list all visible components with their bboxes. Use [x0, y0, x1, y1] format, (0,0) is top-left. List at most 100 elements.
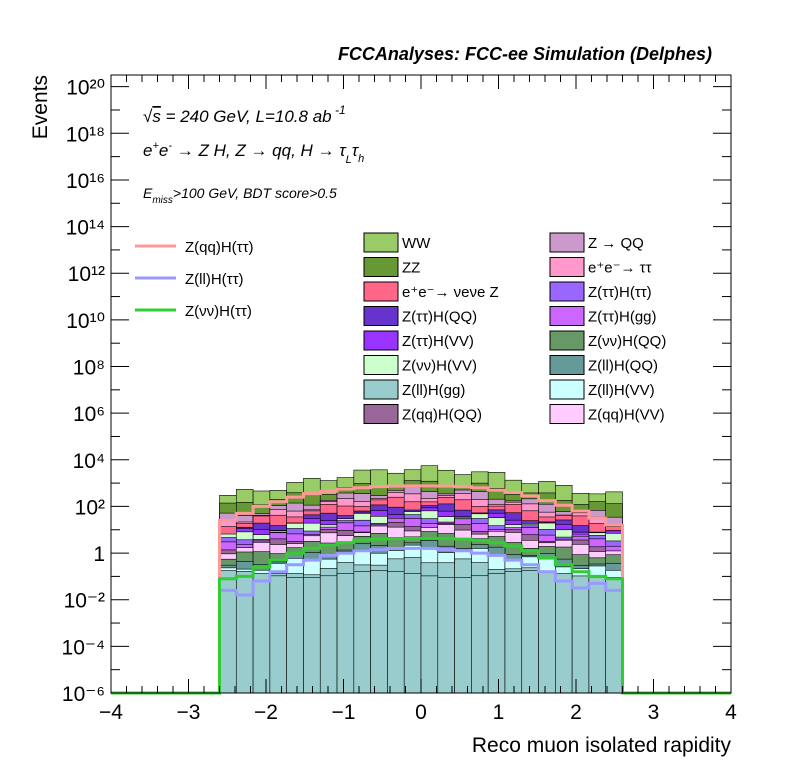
- legend-stack-label: Z(ll)H(QQ): [588, 358, 658, 375]
- y-axis-label: Events: [29, 75, 52, 139]
- signal-line-2: [111, 536, 731, 695]
- stack-floor-bin: [471, 575, 489, 694]
- y-tick-label: 10⁴: [73, 450, 105, 473]
- y-tick-label: 1: [93, 543, 105, 566]
- x-tick-label: 3: [648, 701, 660, 724]
- stack-floor-bin: [571, 575, 590, 694]
- x-tick-label: 4: [725, 701, 737, 724]
- legend-stack-label: Z(qq)H(VV): [588, 407, 665, 424]
- legend-stack-swatch: [549, 257, 585, 277]
- x-axis: −4 −3 −2 −1 0 1 2 3 4: [99, 75, 737, 724]
- annotation-process: e+e- → Z H, Z → qq, H → τLτh: [143, 140, 364, 166]
- x-tick-label: −4: [99, 701, 123, 724]
- signal-line-1: [111, 546, 731, 695]
- y-tick-label: 10¹⁰: [66, 310, 105, 333]
- x-tick-label: −3: [177, 701, 201, 724]
- y-tick-label: 10¹⁸: [66, 123, 105, 146]
- stack-floor-bin: [555, 573, 573, 694]
- stack-floor-bin: [269, 575, 287, 694]
- legend-stack-label: Z(ττ)H(ττ): [588, 284, 652, 301]
- legend-stack-swatch: [549, 330, 585, 351]
- legend-stack-swatch: [363, 379, 399, 400]
- legend-stack-label: Z(ll)H(VV): [588, 382, 655, 399]
- legend-stack-label: Z(ττ)H(VV): [402, 333, 474, 350]
- legend-stack-label: Z → QQ: [588, 235, 644, 252]
- y-tick-label: 10²: [75, 496, 105, 519]
- stack-floor-bin: [605, 576, 623, 694]
- stack-floor-bin: [538, 571, 556, 694]
- stack-floor-bin: [370, 570, 388, 694]
- stack-floor-bin: [286, 577, 304, 694]
- y-tick-label: 10⁻⁴: [62, 636, 105, 659]
- legend-stack-swatch: [363, 257, 399, 277]
- y-tick-label: 10⁸: [73, 357, 105, 380]
- legend-stack-swatch: [363, 281, 399, 302]
- legend-stack-swatch: [363, 404, 399, 424]
- stack-floor-bin: [319, 575, 338, 694]
- legend-stack-swatch: [549, 379, 585, 400]
- legend-stack-label: Z(ll)H(gg): [402, 382, 465, 399]
- y-tick-label: 10⁻²: [64, 590, 105, 613]
- stack-floor-bin: [353, 571, 371, 694]
- stack-floor-bin: [487, 573, 506, 694]
- stack-floor-bin: [588, 577, 607, 694]
- stack-floor-bin: [252, 573, 271, 694]
- legend-stack-label: WW: [402, 235, 431, 252]
- annotations: √s = 240 GeV, L=10.8 ab -1 e+e- → Z H, Z…: [143, 103, 364, 206]
- signal-lines: [111, 484, 731, 695]
- legend-stack-swatch: [363, 232, 399, 253]
- annotation-cuts: Emiss>100 GeV, BDT score>0.5: [143, 185, 337, 206]
- legend-stack-label: Z(ττ)H(gg): [588, 309, 657, 326]
- stack-floor-bin: [235, 571, 254, 694]
- y-tick-label: 10¹⁶: [66, 170, 105, 193]
- legend-line-label: Z(ll)H(ττ): [185, 271, 244, 288]
- stacked-histograms: [219, 465, 623, 694]
- stack-floor-bin: [504, 571, 523, 694]
- x-tick-label: −2: [254, 701, 278, 724]
- legend-stack-label: e⁺e⁻→ νeνe Z: [402, 284, 499, 301]
- legend-signal: Z(qq)H(ττ) Z(ll)H(ττ) Z(νν)H(ττ): [135, 239, 254, 320]
- legend-stack-swatch: [549, 306, 585, 326]
- x-axis-label: Reco muon isolated rapidity: [472, 734, 732, 757]
- legend-stack-swatch: [549, 355, 585, 375]
- stack-floor-bin: [387, 571, 405, 694]
- stack-floor-bin: [336, 573, 355, 694]
- legend-stack-swatch: [549, 404, 585, 424]
- y-tick-label: 10⁻⁶: [62, 683, 105, 706]
- stack-floor-bin: [521, 570, 539, 694]
- y-tick-label: 10¹⁴: [66, 217, 105, 240]
- legend-stack-label: Z(νν)H(QQ): [588, 333, 666, 350]
- legend-stack-swatch: [363, 330, 399, 351]
- plot-title: FCCAnalyses: FCC-ee Simulation (Delphes): [338, 44, 712, 64]
- stack-floor-bin: [437, 577, 455, 694]
- legend-background: WW ZZ e⁺e⁻→ νeνe Z Z(ττ)H(QQ) Z(ττ)H(VV) Z(νν…: [363, 232, 666, 424]
- legend-stack-label: Z(ττ)H(QQ): [402, 309, 477, 326]
- annotation-energy: √s = 240 GeV, L=10.8 ab -1: [143, 103, 346, 126]
- x-tick-label: 1: [493, 701, 505, 724]
- stack-floor-bin: [454, 577, 472, 694]
- y-tick-label: 10²⁰: [66, 77, 105, 100]
- signal-line-0: [111, 484, 731, 695]
- legend-stack-label: Z(νν)H(VV): [402, 358, 477, 375]
- legend-stack-swatch: [363, 306, 399, 326]
- legend-stack-swatch: [549, 232, 585, 253]
- legend-stack-label: e⁺e⁻→ ττ: [588, 260, 652, 277]
- stack-floor: [219, 570, 623, 694]
- x-tick-label: 0: [415, 701, 427, 724]
- legend-stack-swatch: [363, 355, 399, 375]
- legend-line-label: Z(qq)H(ττ): [185, 239, 254, 256]
- stack-floor-bin: [420, 575, 439, 694]
- stack-floor-bin: [403, 573, 422, 694]
- y-tick-label: 10⁶: [73, 403, 105, 426]
- y-axis: 10⁻⁶ 10⁻⁴ 10⁻² 1 10² 10⁴ 10⁶ 10⁸ 10¹⁰ 10¹² 10¹⁴ 10¹…: [62, 77, 731, 706]
- legend-stack-label: ZZ: [402, 260, 420, 277]
- x-tick-label: 2: [570, 701, 582, 724]
- y-tick-label: 10¹²: [68, 263, 105, 286]
- stack-floor-bin: [303, 577, 321, 694]
- legend-line-label: Z(νν)H(ττ): [185, 303, 252, 320]
- x-tick-label: −1: [332, 701, 356, 724]
- legend-stack-label: Z(qq)H(QQ): [402, 407, 482, 424]
- legend-stack-swatch: [549, 281, 585, 302]
